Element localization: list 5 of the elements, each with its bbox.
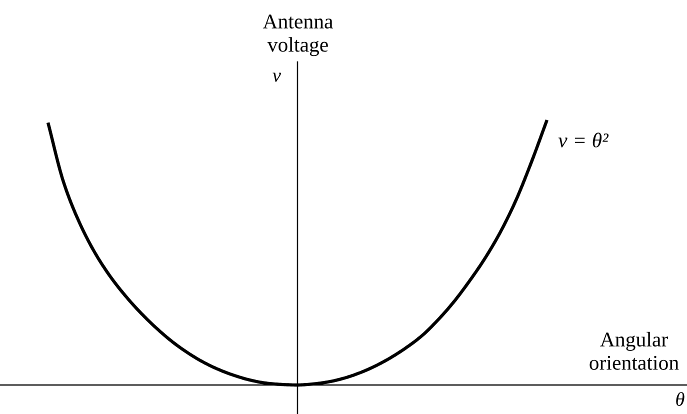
text: v	[272, 72, 281, 82]
y-axis-title: Antenna voltage	[262, 14, 333, 56]
text: θ	[676, 392, 684, 406]
x-axis-title: Angular orientation	[590, 332, 679, 370]
series-label: v = θ²	[558, 132, 609, 148]
